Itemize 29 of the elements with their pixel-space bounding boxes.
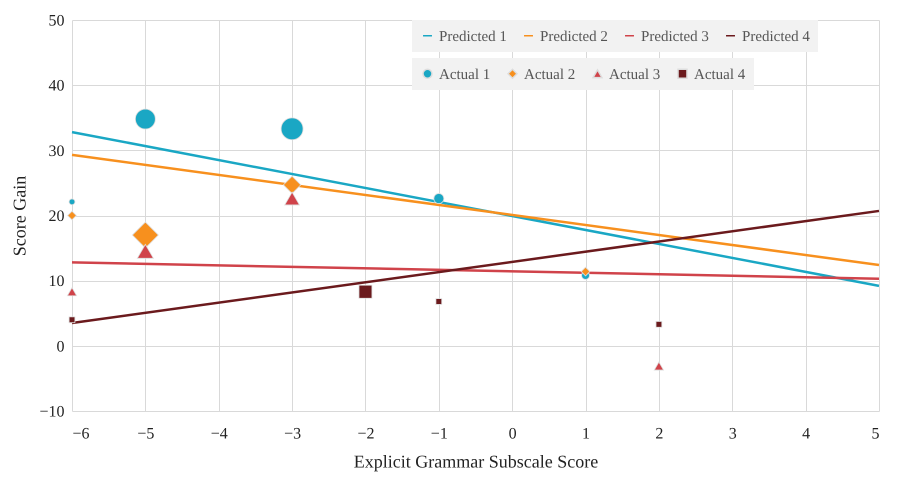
y-tick-label: 10 <box>48 273 64 290</box>
legend-label: Predicted 4 <box>742 28 810 45</box>
legend-label: Predicted 2 <box>540 28 608 45</box>
legend-label: Actual 1 <box>439 66 490 83</box>
y-tick-label: 30 <box>48 142 64 160</box>
y-tick-label: 0 <box>56 338 64 356</box>
legend-label: Actual 3 <box>609 66 660 83</box>
y-tick-label: 50 <box>48 12 64 30</box>
x-tick-label: 4 <box>802 426 810 442</box>
x-tick-label: −2 <box>357 426 374 442</box>
x-tick-label: 5 <box>872 426 880 442</box>
y-tick-label: 40 <box>48 78 64 95</box>
x-tick-label: −1 <box>430 426 448 442</box>
y-axis-title: Score Gain <box>9 176 30 256</box>
legend-label: Actual 2 <box>524 66 576 83</box>
x-tick-label: 0 <box>508 426 517 442</box>
x-tick-label: −3 <box>284 426 302 442</box>
y-tick-label: 20 <box>48 208 64 225</box>
x-tick-label: −4 <box>210 426 228 442</box>
x-tick-label: 1 <box>582 426 590 442</box>
x-axis-title: Explicit Grammar Subscale Score <box>354 452 598 472</box>
x-tick-label: 3 <box>728 426 737 442</box>
x-tick-label: −5 <box>137 426 154 442</box>
legend-label: Predicted 1 <box>439 28 507 45</box>
legend-label: Actual 4 <box>694 66 746 83</box>
x-tick-label: 2 <box>655 426 664 442</box>
legend-label: Predicted 3 <box>641 28 709 45</box>
x-tick-label: −6 <box>72 426 90 442</box>
y-tick-label: −10 <box>39 404 64 420</box>
